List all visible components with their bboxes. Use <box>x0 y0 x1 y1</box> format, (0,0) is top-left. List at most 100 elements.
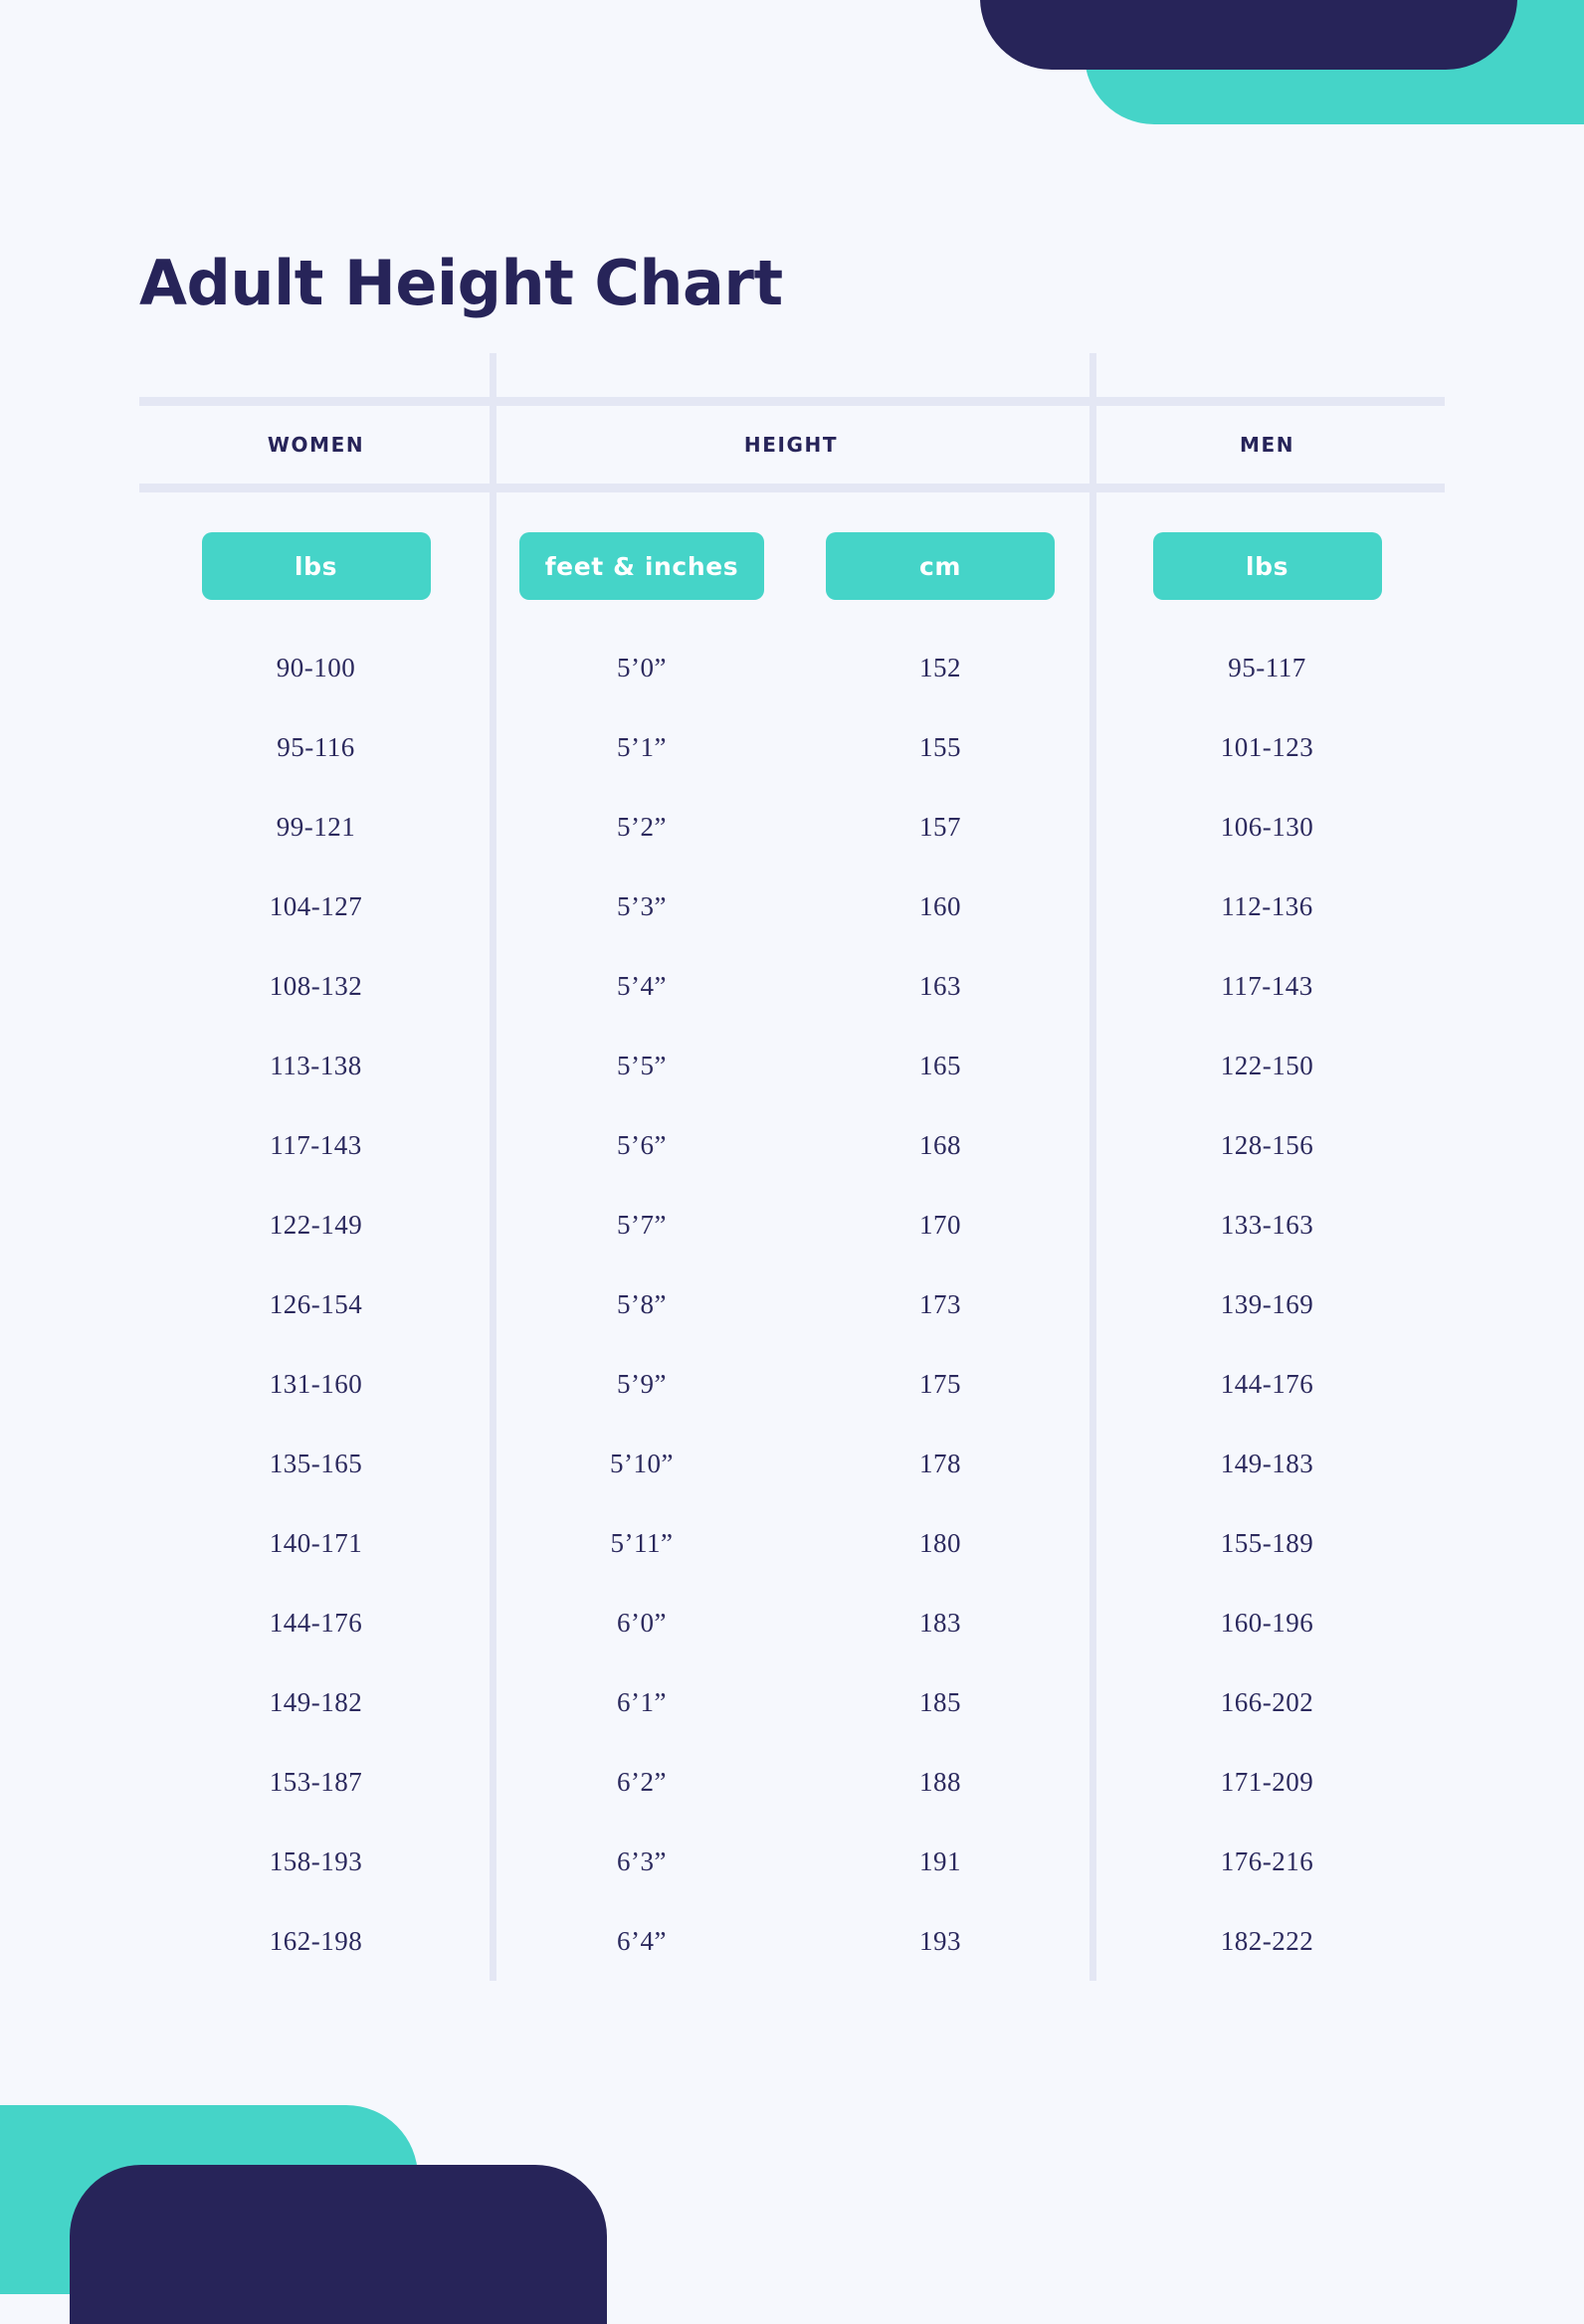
cell-men-lbs: 117-143 <box>1221 970 1313 1001</box>
table-row: 90-100 5’0” 152 95-117 <box>139 628 1445 707</box>
cell-women-lbs: 95-116 <box>277 731 355 762</box>
table-row: 113-138 5’5” 165 122-150 <box>139 1026 1445 1105</box>
cell-women-lbs: 104-127 <box>269 890 363 921</box>
cell-cm: 170 <box>919 1209 961 1240</box>
table-row: 135-165 5’10” 178 149-183 <box>139 1424 1445 1503</box>
cell-men-lbs: 171-209 <box>1220 1766 1314 1797</box>
table-row: 149-182 6’1” 185 166-202 <box>139 1662 1445 1742</box>
cell-feet-inches: 6’4” <box>617 1925 667 1956</box>
cell-feet-inches: 5’9” <box>617 1368 667 1399</box>
cell-feet-inches: 5’10” <box>610 1448 674 1478</box>
table-row: 104-127 5’3” 160 112-136 <box>139 867 1445 946</box>
cell-feet-inches: 5’2” <box>617 811 667 842</box>
badge-cell-women-lbs: lbs <box>139 532 493 600</box>
cell-cm: 173 <box>919 1288 961 1319</box>
cell-men-lbs: 149-183 <box>1220 1448 1314 1478</box>
cell-men-lbs: 176-216 <box>1220 1845 1314 1876</box>
cell-feet-inches: 5’7” <box>617 1209 667 1240</box>
cell-men-lbs: 106-130 <box>1220 811 1314 842</box>
cell-men-lbs: 112-136 <box>1221 890 1313 921</box>
cell-feet-inches: 5’0” <box>617 652 667 682</box>
cell-women-lbs: 122-149 <box>269 1209 363 1240</box>
cell-cm: 191 <box>919 1845 961 1876</box>
cell-cm: 188 <box>919 1766 961 1797</box>
cell-cm: 185 <box>919 1686 961 1717</box>
cell-men-lbs: 122-150 <box>1220 1050 1314 1080</box>
cell-women-lbs: 117-143 <box>270 1129 362 1160</box>
cell-feet-inches: 6’0” <box>617 1607 667 1638</box>
table-rows-host: 90-100 5’0” 152 95-117 95-116 5’1” 155 101-123 9… <box>139 628 1445 1981</box>
cell-men-lbs: 166-202 <box>1220 1686 1314 1717</box>
cell-women-lbs: 153-187 <box>269 1766 363 1797</box>
unit-badge-women-lbs: lbs <box>201 532 431 600</box>
cell-feet-inches: 5’1” <box>617 731 667 762</box>
table-row: 158-193 6’3” 191 176-216 <box>139 1822 1445 1901</box>
cell-men-lbs: 139-169 <box>1220 1288 1314 1319</box>
unit-badge-row: lbs feet & inches cm lbs <box>139 492 1445 628</box>
cell-feet-inches: 5’11” <box>610 1527 674 1558</box>
cell-women-lbs: 144-176 <box>269 1607 363 1638</box>
unit-badge-feet-inches: feet & inches <box>518 532 765 600</box>
cell-men-lbs: 101-123 <box>1220 731 1314 762</box>
cell-men-lbs: 144-176 <box>1220 1368 1314 1399</box>
column-divider-right <box>1089 353 1096 1981</box>
table-row: 140-171 5’11” 180 155-189 <box>139 1503 1445 1583</box>
group-header-women: WOMEN <box>267 433 365 457</box>
table-row: 108-132 5’4” 163 117-143 <box>139 946 1445 1026</box>
cell-men-lbs: 160-196 <box>1220 1607 1314 1638</box>
cell-women-lbs: 113-138 <box>270 1050 362 1080</box>
cell-cm: 165 <box>919 1050 961 1080</box>
cell-feet-inches: 6’3” <box>617 1845 667 1876</box>
cell-feet-inches: 5’8” <box>617 1288 667 1319</box>
badge-cell-feet-inches: feet & inches <box>493 532 791 600</box>
bottom-left-navy-shape <box>70 2165 607 2324</box>
table-body: lbs feet & inches cm lbs 90-100 5’0” 152 95… <box>139 353 1445 1981</box>
cell-feet-inches: 6’1” <box>617 1686 667 1717</box>
cell-cm: 152 <box>919 652 961 682</box>
cell-cm: 180 <box>919 1527 961 1558</box>
column-divider-left <box>490 353 496 1981</box>
height-chart-table: WOMEN HEIGHT MEN lbs feet & inches cm lb… <box>139 353 1445 1981</box>
group-header-men: MEN <box>1239 433 1295 457</box>
table-row: 162-198 6’4” 193 182-222 <box>139 1901 1445 1981</box>
cell-feet-inches: 5’6” <box>617 1129 667 1160</box>
cell-women-lbs: 126-154 <box>269 1288 363 1319</box>
cell-cm: 175 <box>919 1368 961 1399</box>
cell-women-lbs: 135-165 <box>269 1448 363 1478</box>
cell-women-lbs: 99-121 <box>276 811 356 842</box>
table-row: 95-116 5’1” 155 101-123 <box>139 707 1445 787</box>
cell-women-lbs: 149-182 <box>269 1686 363 1717</box>
group-header-height: HEIGHT <box>743 433 839 457</box>
table-row: 126-154 5’8” 173 139-169 <box>139 1264 1445 1344</box>
table-row: 153-187 6’2” 188 171-209 <box>139 1742 1445 1822</box>
table-header-rule <box>139 484 1445 492</box>
cell-cm: 193 <box>919 1925 961 1956</box>
cell-men-lbs: 128-156 <box>1220 1129 1314 1160</box>
page-content: Adult Height Chart WOMEN HEIGHT MEN lbs … <box>139 247 1445 1981</box>
table-row: 122-149 5’7” 170 133-163 <box>139 1185 1445 1264</box>
cell-cm: 155 <box>919 731 961 762</box>
cell-cm: 157 <box>919 811 961 842</box>
cell-cm: 160 <box>919 890 961 921</box>
table-row: 131-160 5’9” 175 144-176 <box>139 1344 1445 1424</box>
cell-cm: 178 <box>919 1448 961 1478</box>
top-right-navy-shape <box>980 0 1517 70</box>
badge-cell-men-lbs: lbs <box>1089 532 1445 600</box>
cell-feet-inches: 5’5” <box>617 1050 667 1080</box>
cell-men-lbs: 155-189 <box>1220 1527 1314 1558</box>
table-row: 99-121 5’2” 157 106-130 <box>139 787 1445 867</box>
cell-women-lbs: 90-100 <box>276 652 356 682</box>
table-row: 117-143 5’6” 168 128-156 <box>139 1105 1445 1185</box>
page-title: Adult Height Chart <box>139 247 783 319</box>
cell-women-lbs: 158-193 <box>269 1845 363 1876</box>
badge-cell-cm: cm <box>791 532 1089 600</box>
cell-women-lbs: 131-160 <box>269 1368 363 1399</box>
unit-badge-cm: cm <box>826 532 1055 600</box>
table-row: 144-176 6’0” 183 160-196 <box>139 1583 1445 1662</box>
cell-feet-inches: 5’4” <box>617 970 667 1001</box>
cell-men-lbs: 133-163 <box>1220 1209 1314 1240</box>
table-group-header-row: WOMEN HEIGHT MEN <box>139 406 1445 484</box>
table-top-rule <box>139 397 1445 406</box>
cell-men-lbs: 95-117 <box>1228 652 1306 682</box>
cell-cm: 183 <box>919 1607 961 1638</box>
